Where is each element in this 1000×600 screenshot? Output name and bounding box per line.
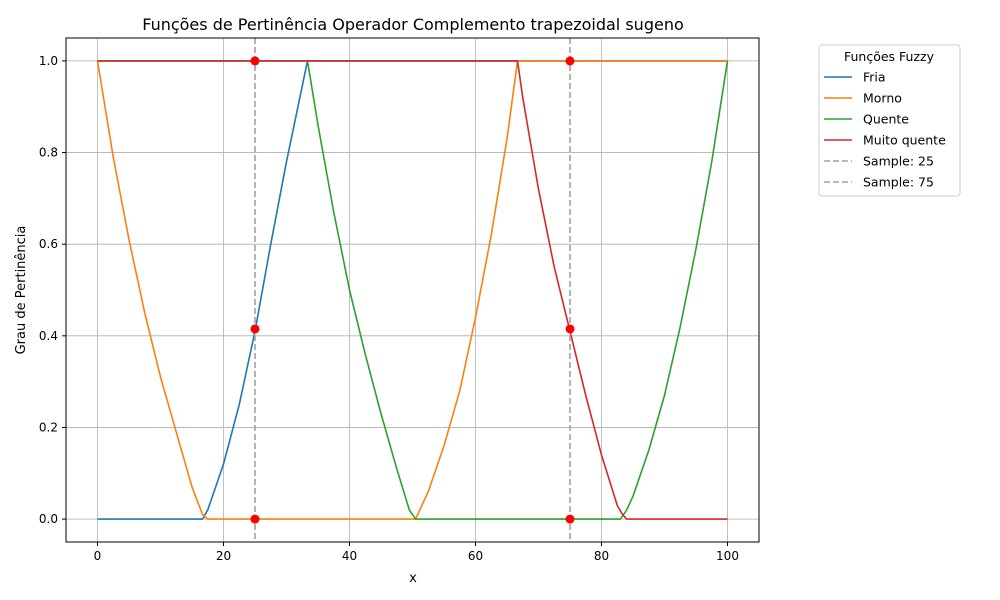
series-quente-line [97,60,729,520]
y-axis: 0.0 0.2 0.4 0.6 0.8 1.0 [39,54,66,526]
x-tick-label: 60 [468,549,483,563]
x-tick-label: 80 [594,549,609,563]
y-tick-label: 0.8 [39,146,58,160]
x-axis: 0 20 40 60 80 100 [94,542,739,563]
y-tick-label: 1.0 [39,54,58,68]
x-tick-label: 40 [342,549,357,563]
sample-point-marker [250,514,260,524]
sample-point-marker [565,324,575,334]
series-fria-line [97,60,728,520]
markers-layer [250,56,575,524]
x-tick-label: 20 [216,549,231,563]
y-tick-label: 0.6 [39,237,58,251]
y-tick-label: 0.4 [39,329,58,343]
legend-title: Funções Fuzzy [844,49,935,64]
series-muito-quente-line [97,60,728,520]
sample-point-marker [250,56,260,66]
legend-label-fria: Fria [863,70,886,85]
y-tick-label: 0.0 [39,512,58,526]
sample-point-marker [565,56,575,66]
sample-point-marker [250,324,260,334]
y-axis-label: Grau de Pertinência [14,226,29,355]
legend-label-quente: Quente [863,112,909,127]
sample-point-marker [565,514,575,524]
x-tick-label: 100 [716,549,739,563]
legend-label-sample-25: Sample: 25 [863,154,934,169]
y-tick-label: 0.2 [39,420,58,434]
x-tick-label: 0 [94,549,102,563]
chart-title: Funções de Pertinência Operador Compleme… [142,15,684,34]
legend-items: Fria Morno Quente Muito quente Sample: 25 Sam… [824,70,946,190]
series-layer [96,38,729,542]
plot-frame [65,37,760,543]
legend-box [818,44,961,197]
grid [66,38,759,542]
legend-label-morno: Morno [863,91,902,106]
legend-label-sample-75: Sample: 75 [863,175,934,190]
legend-label-muito-quente: Muito quente [863,133,946,148]
x-axis-label: x [409,571,417,586]
series-morno-line [96,60,728,520]
legend: Funções Fuzzy Fria Morno Quente Muito quent… [818,44,961,197]
